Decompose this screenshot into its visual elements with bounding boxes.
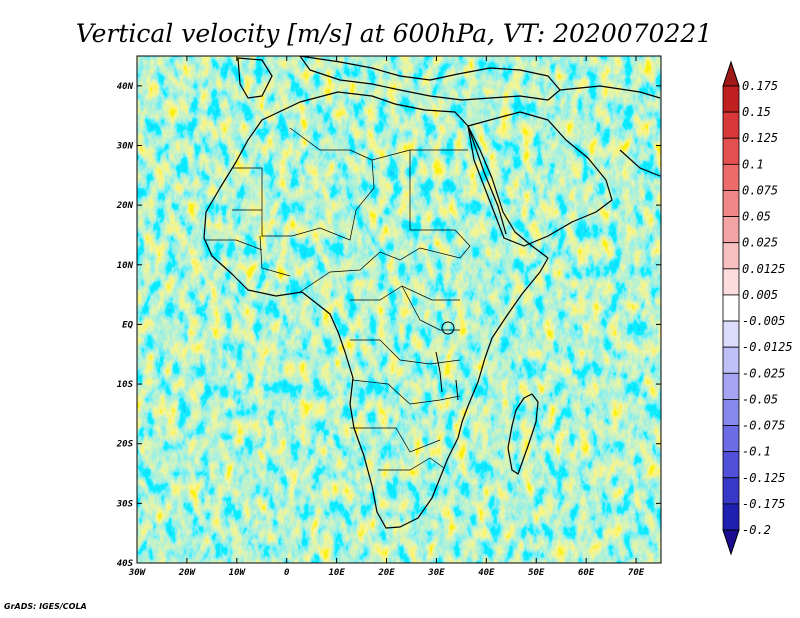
- lat-tick-label: 20N: [116, 201, 134, 211]
- lakes: [435, 321, 459, 401]
- colorbar-bottom-arrow: [722, 529, 740, 556]
- lon-tick-label: 20W: [178, 568, 197, 578]
- lon-tick-label: 30W: [128, 568, 147, 578]
- colorbar-box: [722, 503, 740, 531]
- colorbar-label: -0.125: [742, 471, 785, 485]
- colorbar-label: 0.025: [742, 236, 778, 250]
- colorbar-label: 0.175: [742, 79, 778, 93]
- credit-text: GrADS: IGES/COLA: [4, 602, 87, 611]
- lon-tick-label: 0: [284, 568, 290, 578]
- lon-tick-label: 10W: [229, 568, 247, 578]
- lon-tick-label: 60E: [578, 568, 595, 578]
- colorbar-label: -0.1: [742, 445, 771, 459]
- colorbar-box: [722, 137, 740, 165]
- colorbar-label: -0.05: [742, 392, 778, 406]
- colorbar-box: [722, 294, 740, 322]
- colorbar-box: [722, 163, 740, 191]
- colorbar-box: [722, 216, 740, 244]
- colorbar-label: 0.05: [742, 210, 771, 224]
- longitude-axis: 30W 20W 10W 0 10E 20E 30E 40E 50E 60E 70E: [128, 56, 645, 578]
- colorbar-label: 0.125: [742, 131, 778, 145]
- lon-tick-label: 70E: [628, 568, 645, 578]
- colorbar-label: -0.0125: [742, 340, 793, 354]
- colorbar-label: -0.175: [742, 497, 785, 511]
- colorbar-box: [722, 451, 740, 479]
- colorbar-box: [722, 85, 740, 113]
- colorbar: 0.175 0.15 0.125 0.1 0.075 0.05 0.025 0.0125 0.0…: [722, 60, 793, 556]
- map-title: Vertical velocity [m/s] at 600hPa, VT: 2…: [76, 19, 712, 48]
- colorbar-box: [722, 111, 740, 139]
- lat-tick-label: 30N: [116, 141, 134, 151]
- colorbar-box: [722, 372, 740, 400]
- colorbar-box: [722, 477, 740, 505]
- lat-tick-label: 30S: [116, 499, 134, 509]
- colorbar-box: [722, 320, 740, 348]
- colorbar-box: [722, 242, 740, 270]
- lat-tick-label: 40N: [117, 82, 134, 92]
- colorbar-label: -0.2: [742, 523, 771, 537]
- colorbar-label: 0.075: [742, 183, 778, 197]
- lon-tick-label: 20E: [377, 568, 395, 578]
- field-speckle: [137, 56, 661, 563]
- lon-tick-label: 10E: [328, 568, 345, 578]
- latitude-axis: 40N 30N 20N 10N EQ 10S 20S 30S 40S: [116, 82, 661, 569]
- colorbar-top-arrow: [722, 60, 740, 87]
- lat-tick-label: 40S: [117, 559, 134, 569]
- colorbar-box: [722, 268, 740, 296]
- lon-tick-label: 30E: [427, 568, 445, 578]
- lat-tick-label: 10S: [117, 380, 134, 390]
- lat-tick-label: 20S: [116, 440, 134, 450]
- colorbar-label: -0.005: [742, 314, 785, 328]
- lon-tick-label: 50E: [528, 568, 545, 578]
- colorbar-box: [722, 346, 740, 374]
- coastlines: [203, 56, 661, 529]
- plot-frame: [136, 55, 662, 564]
- colorbar-box: [722, 399, 740, 426]
- colorbar-label: 0.1: [742, 157, 764, 171]
- colorbar-box: [722, 425, 740, 453]
- colorbar-label: 0.005: [742, 288, 778, 302]
- lat-tick-label: EQ: [122, 320, 133, 330]
- colorbar-label: 0.15: [742, 105, 771, 119]
- lon-tick-label: 40E: [478, 568, 495, 578]
- colorbar-label: -0.075: [742, 419, 785, 433]
- country-borders: [206, 127, 471, 471]
- colorbar-label: -0.025: [742, 366, 785, 380]
- lat-tick-label: 10N: [117, 261, 134, 271]
- colorbar-box: [722, 190, 740, 217]
- map-plot: [137, 56, 661, 563]
- colorbar-label: 0.0125: [742, 262, 785, 276]
